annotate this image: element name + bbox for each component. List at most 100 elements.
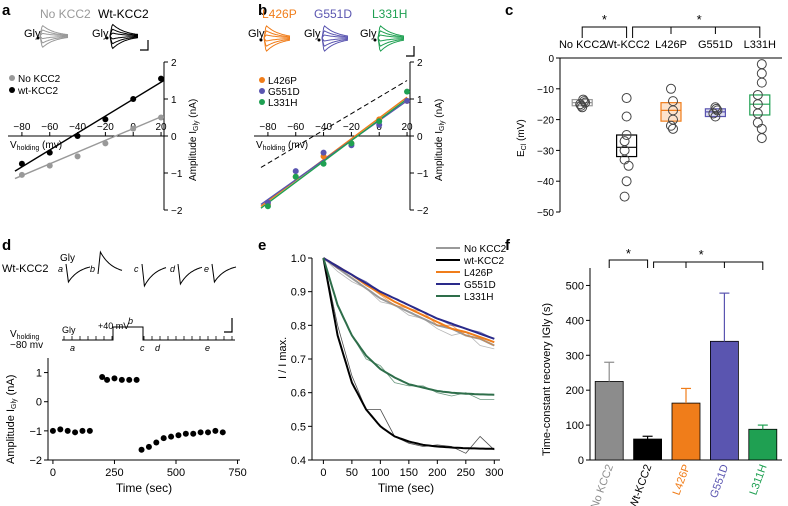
c-point-2 (668, 123, 678, 134)
d-trace-a (65, 263, 91, 284)
c-point-1 (621, 176, 632, 187)
panel-letter-b: b (258, 2, 267, 19)
d-proto-v: V (10, 329, 17, 340)
c-sig-bracket-2 (632, 26, 761, 38)
a-point-0 (130, 125, 137, 132)
e-xtick-label: 50 (346, 467, 358, 479)
c-point-4 (756, 59, 767, 70)
a-trace-nokcc2-1 (39, 29, 69, 37)
d-ylabel-main: Amplitude I (5, 409, 17, 464)
c-sig-star-2: * (697, 12, 702, 27)
d-point (126, 376, 133, 383)
b-trace-l331h-2 (377, 34, 404, 39)
a-legend-marker-1 (9, 87, 15, 93)
b-point-2 (376, 118, 383, 125)
b-ytick-label: 1 (417, 95, 423, 106)
b-point-2 (404, 88, 411, 95)
a-xtick-label: 20 (155, 122, 167, 133)
d-point (79, 427, 86, 434)
a-point-0 (74, 153, 81, 160)
c-point-1 (619, 191, 630, 202)
a-trace-label-nokcc2: No KCC2 (40, 7, 91, 21)
a-xtick-label: −80 (13, 122, 30, 133)
d-ylabel-sub: Gly (11, 398, 18, 409)
c-point-1 (621, 93, 632, 104)
e-xtick-label: 200 (428, 467, 446, 479)
b-xtick-label: −40 (315, 122, 332, 133)
a-trace-wtkcc2-4 (109, 35, 139, 45)
c-ytick-label: −20 (537, 116, 554, 127)
c-box-4 (749, 94, 771, 116)
c-ytick-label: 0 (548, 54, 554, 65)
b-fit-2 (260, 98, 408, 209)
a-trace-wtkcc2-3 (109, 35, 138, 40)
c-point-4 (752, 117, 763, 128)
e-ytick-label: 0.4 (291, 455, 306, 467)
d-gly-label: Gly (60, 253, 75, 264)
a-point-1 (102, 116, 109, 123)
e-xtick-label: 150 (400, 467, 418, 479)
d-ylabel: Amplitude IGly (nA) (5, 375, 18, 464)
d-trace-mark-a: a (58, 264, 63, 274)
d-xtick-label: 750 (228, 467, 246, 479)
c-point-3 (710, 111, 721, 122)
svg-text:Vholding: Vholding (10, 329, 39, 341)
b-gly-label-2: Gly (304, 28, 321, 40)
d-point (168, 433, 175, 440)
d-point (133, 376, 140, 383)
d-point (118, 376, 125, 383)
b-trace-l426p-1 (263, 30, 290, 39)
d-voltage-protocol: Vholding −80 mv Gly +40 mV a b c d e (10, 316, 235, 353)
a-ytick-label: 1 (171, 95, 177, 106)
b-legend-label-1: G551D (268, 87, 300, 98)
f-sig-bracket-2 (653, 261, 764, 270)
d-xlabel: Time (sec) (116, 481, 172, 495)
c-category-label: L331H (744, 39, 776, 51)
d-point (153, 439, 160, 446)
f-category-label: L311H (748, 463, 770, 497)
a-fit-1 (14, 79, 165, 172)
a-legend-marker-0 (9, 75, 15, 81)
d-trace-c (141, 263, 167, 288)
a-ytick-label: −1 (171, 169, 183, 180)
f-bar-1 (633, 438, 662, 461)
f-ytick-label: 500 (566, 280, 584, 292)
panel-letter-d: d (2, 237, 11, 254)
c-box-1 (615, 134, 638, 158)
c-point-4 (756, 68, 767, 79)
b-xtick-label: −20 (343, 122, 360, 133)
f-bar-0 (594, 381, 624, 461)
c-ylabel: ECl (mV) (516, 119, 528, 157)
a-xlabel-unit: (mv) (39, 140, 62, 151)
c-ytick-label: −50 (537, 208, 554, 219)
e-xtick-label: 300 (485, 467, 503, 479)
d-scale-bar (224, 318, 233, 333)
d-point (72, 429, 79, 436)
a-point-1 (158, 75, 165, 82)
c-ytick-label: −40 (537, 177, 554, 188)
b-trace-l331h-3 (377, 37, 404, 42)
d-proto-v-sub: holding (17, 334, 40, 341)
b-trace-l331h-5 (377, 37, 405, 52)
e-xtick-label: 0 (320, 467, 326, 479)
c-point-1 (623, 160, 634, 171)
b-xlabel-unit: (mv) (285, 140, 308, 151)
d-point (212, 427, 219, 434)
f-category-label: Wt-KCC2 (627, 463, 654, 506)
b-dashed-reference (260, 80, 408, 168)
d-proto-mark-c: c (140, 343, 145, 353)
c-point-3 (708, 108, 719, 119)
b-point-2 (348, 140, 355, 147)
c-category-label: No KCC2 (559, 39, 605, 51)
e-legend-label-4: L331H (464, 292, 493, 303)
d-point (205, 429, 211, 436)
a-xtick-label: −60 (41, 122, 58, 133)
b-trace-l331h-0 (377, 25, 405, 39)
e-ytick-label: 0.8 (291, 320, 306, 332)
a-ytick-label: 0 (171, 132, 177, 143)
e-ytick-label: 1.0 (291, 253, 306, 265)
b-trace-l331h-4 (377, 37, 405, 47)
a-ylabel: Amplitude IGly (nA) (188, 99, 200, 181)
b-trace-g551d-2 (321, 34, 348, 39)
